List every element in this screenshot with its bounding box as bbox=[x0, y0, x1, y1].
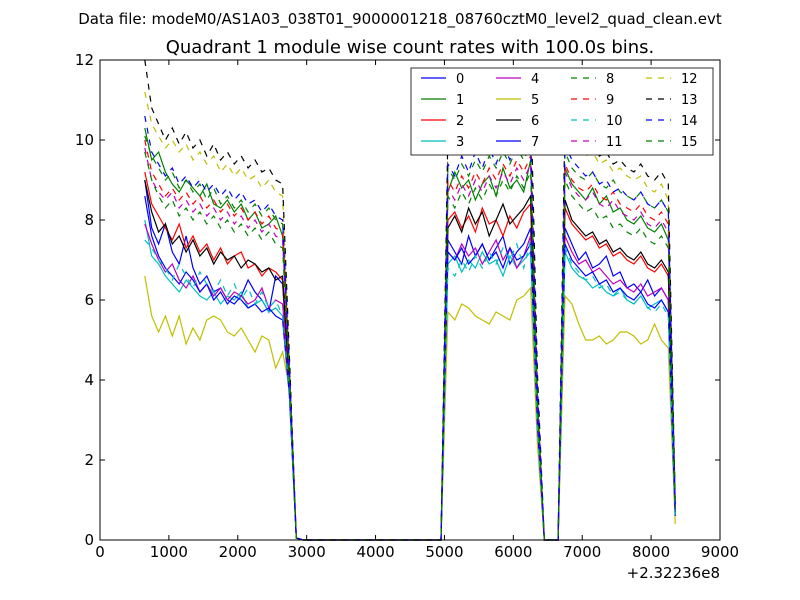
x-tick-label: 9000 bbox=[701, 543, 739, 561]
legend-label-2: 2 bbox=[456, 114, 464, 129]
legend-label-1: 1 bbox=[456, 93, 464, 108]
x-tick-label: 5000 bbox=[425, 543, 463, 561]
legend-label-14: 14 bbox=[681, 114, 698, 129]
legend-label-8: 8 bbox=[606, 72, 614, 87]
y-tick-label: 8 bbox=[84, 211, 94, 229]
x-tick-label: 1000 bbox=[150, 543, 188, 561]
legend-label-6: 6 bbox=[531, 114, 539, 129]
series-line-8 bbox=[144, 135, 676, 541]
y-tick-label: 10 bbox=[75, 131, 94, 149]
x-tick-label: 7000 bbox=[563, 543, 601, 561]
legend-label-3: 3 bbox=[456, 135, 464, 150]
x-tick-label: 8000 bbox=[632, 543, 670, 561]
chart-title: Quadrant 1 module wise count rates with … bbox=[166, 37, 655, 58]
y-tick-label: 4 bbox=[84, 371, 94, 389]
legend-label-9: 9 bbox=[606, 93, 614, 108]
x-tick-label: 3000 bbox=[288, 543, 326, 561]
legend-label-10: 10 bbox=[606, 114, 623, 129]
legend-label-0: 0 bbox=[456, 72, 464, 87]
axis-ticks: 0 1000 2000 3000 4000 5000 6000 7000 8000 9000 0 2 4… bbox=[75, 51, 739, 561]
legend-label-13: 13 bbox=[681, 93, 698, 108]
x-tick-label: 6000 bbox=[494, 543, 532, 561]
y-tick-label: 6 bbox=[84, 291, 94, 309]
y-tick-label: 12 bbox=[75, 51, 94, 69]
series-line-9 bbox=[144, 139, 676, 541]
legend-label-15: 15 bbox=[681, 135, 698, 150]
x-tick-label: 2000 bbox=[219, 543, 257, 561]
legend-label-7: 7 bbox=[531, 135, 539, 150]
x-tick-label: 4000 bbox=[356, 543, 394, 561]
legend-label-4: 4 bbox=[531, 72, 539, 87]
x-tick-label: 0 bbox=[95, 543, 105, 561]
legend-label-5: 5 bbox=[531, 93, 539, 108]
legend-label-12: 12 bbox=[681, 72, 698, 87]
x-offset-label: +2.32236e8 bbox=[627, 564, 720, 582]
legend-label-11: 11 bbox=[606, 135, 623, 150]
figure-suptitle: Data file: modeM0/AS1A03_038T01_90000012… bbox=[78, 10, 722, 29]
y-tick-label: 2 bbox=[84, 451, 94, 469]
series-line-15 bbox=[144, 151, 676, 541]
y-tick-label: 0 bbox=[84, 531, 94, 549]
